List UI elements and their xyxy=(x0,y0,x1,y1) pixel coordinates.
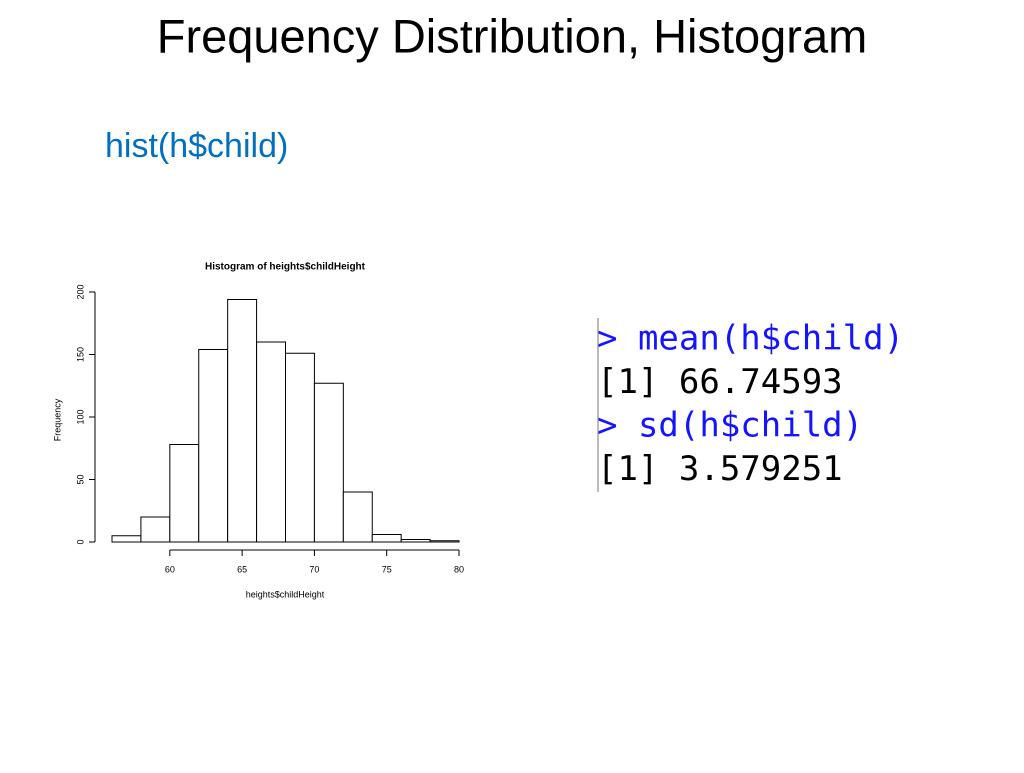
y-tick-label: 0 xyxy=(75,539,85,544)
console-line: [1] 66.74593 xyxy=(597,362,843,402)
bar xyxy=(198,349,229,543)
console-line: > sd(h$child) xyxy=(597,406,863,446)
bar xyxy=(169,444,200,543)
x-tick-label: 70 xyxy=(309,564,319,574)
bar xyxy=(371,534,402,543)
x-tick-label: 65 xyxy=(237,564,247,574)
bar xyxy=(342,491,373,543)
x-axis-label: heights$childHeight xyxy=(246,589,325,599)
bar xyxy=(429,540,460,543)
console-line: [1] 3.579251 xyxy=(597,449,843,489)
y-tick-label: 100 xyxy=(75,409,85,424)
chart-title: Histogram of heights$childHeight xyxy=(205,262,366,273)
slide-subtitle: hist(h$child) xyxy=(105,127,288,165)
y-tick-label: 200 xyxy=(75,284,85,299)
y-tick-label: 50 xyxy=(75,474,85,484)
bar xyxy=(285,352,315,543)
y-axis-label: Frequency xyxy=(52,398,62,441)
slide-title: Frequency Distribution, Histogram xyxy=(157,9,868,62)
bar xyxy=(313,382,344,543)
bar xyxy=(400,539,431,543)
bar xyxy=(111,535,142,543)
bar xyxy=(140,516,171,543)
bar xyxy=(227,299,258,543)
y-tick-label: 150 xyxy=(75,347,85,362)
bar xyxy=(256,341,287,543)
x-tick-label: 75 xyxy=(382,564,392,574)
x-tick-label: 80 xyxy=(454,564,464,574)
console-line: > mean(h$child) xyxy=(597,319,904,359)
x-tick-label: 60 xyxy=(165,564,175,574)
